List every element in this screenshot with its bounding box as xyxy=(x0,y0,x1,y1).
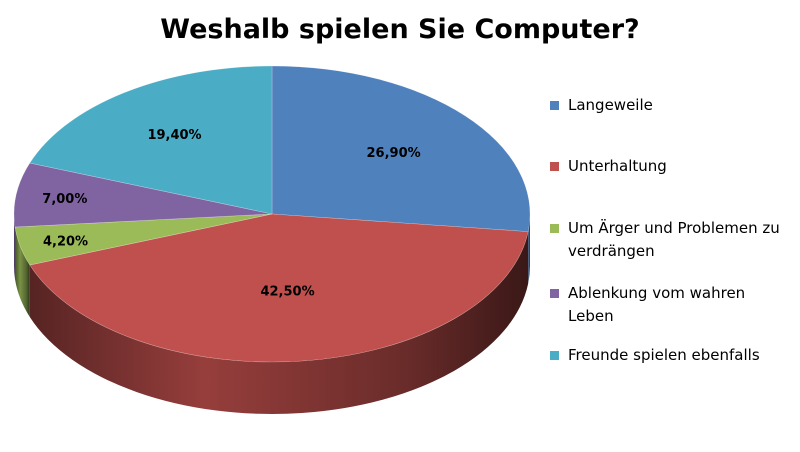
chart-title: Weshalb spielen Sie Computer? xyxy=(160,14,640,45)
data-label-aerger: 4,20% xyxy=(43,234,88,249)
slice-side-langeweile xyxy=(528,214,530,284)
slice-side-unterhaltung xyxy=(29,231,529,414)
legend-label-aerger: Um Ärger und Problemen zu verdrängen xyxy=(568,219,780,260)
legend-label-unterhaltung: Unterhaltung xyxy=(568,157,667,175)
slice-unterhaltung xyxy=(29,213,529,363)
slice-aerger xyxy=(14,213,273,266)
data-label-freunde: 19,40% xyxy=(147,128,201,143)
legend-swatch-ablenkung xyxy=(550,289,559,298)
slice-side-ablenkung xyxy=(14,214,15,280)
slice-ablenkung xyxy=(13,162,273,228)
legend-swatch-aerger xyxy=(550,224,559,233)
data-label-unterhaltung: 42,50% xyxy=(260,284,314,299)
data-label-langeweile: 26,90% xyxy=(367,146,421,161)
legend-label-langeweile: Langeweile xyxy=(568,96,653,114)
slice-langeweile xyxy=(271,65,531,232)
legend-label-ablenkung: Ablenkung vom wahren Leben xyxy=(568,284,746,325)
legend-label-freunde: Freunde spielen ebenfalls xyxy=(568,346,760,364)
slice-freunde xyxy=(29,65,273,215)
legend-swatch-freunde xyxy=(550,351,559,360)
data-label-ablenkung: 7,00% xyxy=(42,192,87,207)
legend-swatch-langeweile xyxy=(550,101,559,110)
slice-side-aerger xyxy=(14,227,30,318)
legend-swatch-unterhaltung xyxy=(550,162,559,171)
